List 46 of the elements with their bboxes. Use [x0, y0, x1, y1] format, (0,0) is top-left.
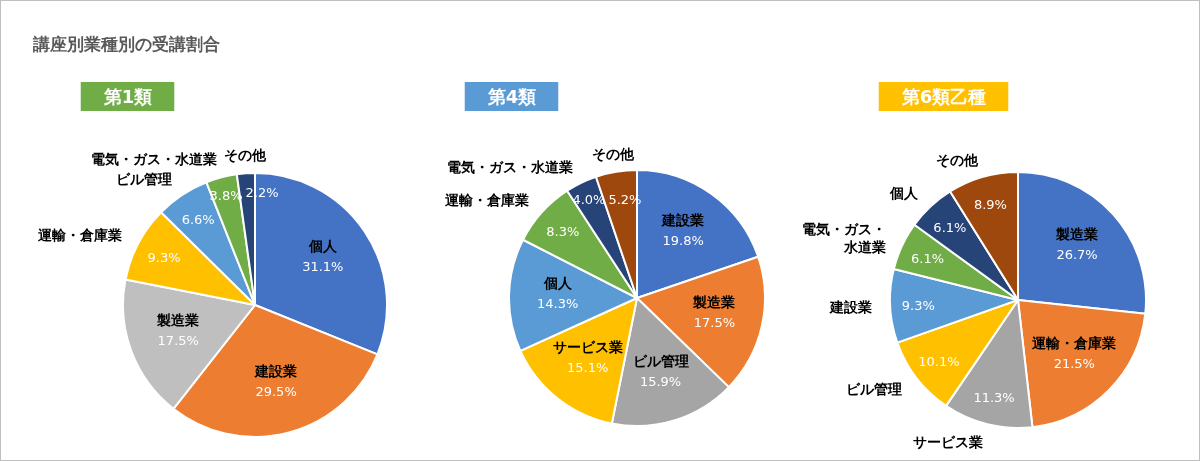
- data-label: 8.9%: [973, 197, 1007, 213]
- data-label: 21.5%: [1053, 355, 1095, 371]
- data-label: 17.5%: [157, 333, 199, 349]
- data-label: 15.1%: [566, 360, 609, 376]
- data-label: 9.3%: [901, 297, 935, 313]
- slice-label: 個人: [889, 185, 920, 202]
- data-label: 9.3%: [147, 249, 181, 265]
- slice-label: その他: [592, 146, 636, 163]
- slice-label: ビル管理: [632, 352, 689, 369]
- chart-title: 第4類: [486, 86, 537, 107]
- slice-label: 建設業: [254, 363, 298, 380]
- slice-label: 電気・ガス・水道業: [447, 158, 574, 175]
- chart-title: 第6類乙種: [900, 86, 987, 107]
- data-label: 14.3%: [537, 296, 579, 312]
- data-label: 11.3%: [973, 389, 1015, 405]
- data-label: 6.1%: [911, 250, 945, 266]
- data-label: 10.1%: [918, 353, 960, 369]
- slice-label: ビル管理: [846, 381, 903, 398]
- data-label: 8.3%: [546, 224, 580, 240]
- slice-label: 製造業: [1055, 225, 1099, 242]
- slice-label: 建設業: [661, 212, 705, 229]
- data-label: 31.1%: [302, 259, 344, 275]
- slice-label: サービス業: [913, 433, 984, 450]
- data-label: 26.7%: [1056, 246, 1098, 262]
- text: 講座別業種別の受講割合: [32, 34, 220, 54]
- data-label: 19.8%: [662, 233, 704, 249]
- slice-label: 個人: [542, 275, 573, 292]
- slice-label: ビル管理: [115, 171, 172, 188]
- slice-label: その他: [935, 151, 979, 168]
- slice-label: 運輸・倉庫業: [37, 226, 123, 243]
- slice-label: サービス業: [552, 339, 623, 356]
- slice-label: 電気・ガス・水道業: [90, 151, 217, 168]
- data-label: 15.9%: [639, 373, 682, 389]
- slice-label: 運輸・倉庫業: [443, 192, 529, 209]
- slice-label: その他: [223, 146, 267, 163]
- data-label: 6.6%: [181, 212, 215, 228]
- slice-label: 運輸・倉庫業: [1031, 334, 1117, 351]
- data-label: 6.1%: [933, 220, 967, 236]
- slice-label: 電気・ガス・水道業: [801, 221, 886, 256]
- slice-label: 建設業: [829, 298, 873, 315]
- slice-label: 個人: [307, 238, 338, 255]
- chart-title: 第1類: [102, 86, 153, 107]
- data-label: 29.5%: [255, 384, 297, 400]
- data-label: 17.5%: [693, 315, 736, 331]
- slice-label: 製造業: [692, 294, 736, 311]
- slice-label: 製造業: [156, 312, 200, 329]
